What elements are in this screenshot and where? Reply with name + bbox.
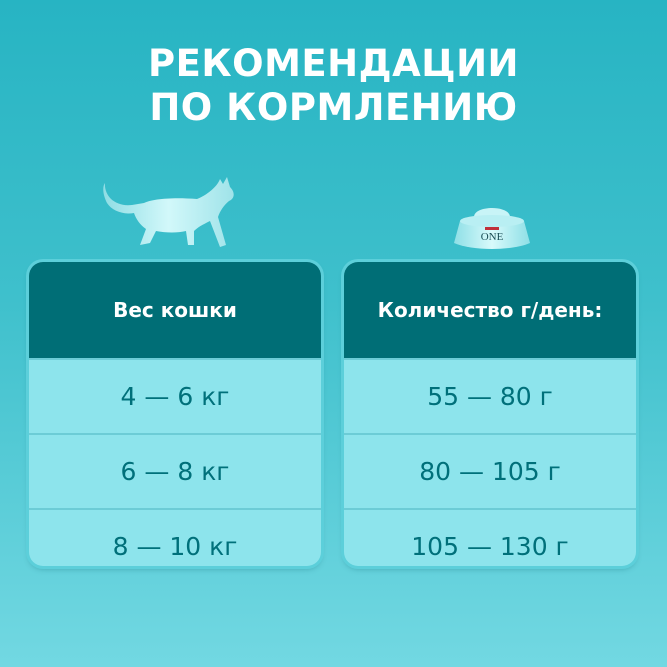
- page-title: РЕКОМЕНДАЦИИ ПО КОРМЛЕНИЮ: [0, 42, 667, 130]
- amount-header: Количество г/день:: [344, 262, 636, 358]
- svg-text:ONE: ONE: [481, 231, 504, 243]
- weight-header: Вес кошки: [29, 262, 321, 358]
- weight-row: 8 — 10 кг: [29, 508, 321, 566]
- cat-weight-table: Вес кошки 4 — 6 кг 6 — 8 кг 8 — 10 кг: [29, 262, 321, 566]
- weight-row: 6 — 8 кг: [29, 433, 321, 508]
- amount-row: 105 — 130 г: [344, 508, 636, 566]
- cat-silhouette-icon: [103, 177, 234, 247]
- food-bowl-icon: ONE: [454, 208, 530, 249]
- amount-row: 80 — 105 г: [344, 433, 636, 508]
- title-line-2: ПО КОРМЛЕНИЮ: [149, 86, 518, 129]
- weight-row: 4 — 6 кг: [29, 358, 321, 433]
- amount-row: 55 — 80 г: [344, 358, 636, 433]
- daily-amount-table: Количество г/день: 55 — 80 г 80 — 105 г …: [344, 262, 636, 566]
- title-line-1: РЕКОМЕНДАЦИИ: [148, 42, 519, 85]
